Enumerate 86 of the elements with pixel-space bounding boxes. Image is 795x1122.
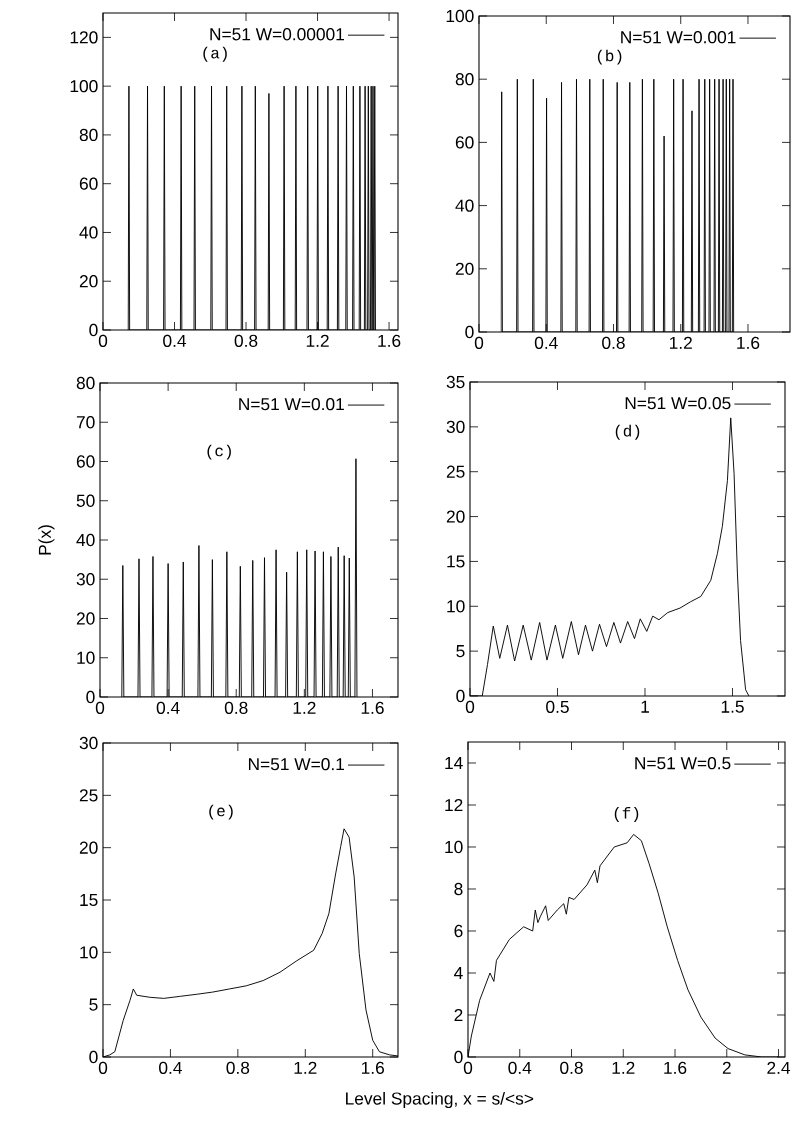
- legend-label: N=51 W=0.01: [239, 398, 344, 411]
- legend-label: N=51 W=0.5: [635, 757, 731, 770]
- legend-label: N=51 W=0.00001: [210, 28, 344, 41]
- x-tick-label: 1.2: [294, 1061, 317, 1074]
- y-tick-label: 10: [445, 840, 463, 854]
- y-tick-label: 50: [76, 494, 95, 507]
- x-tick-label: 1: [641, 700, 649, 713]
- y-tick-label: 5: [89, 998, 98, 1011]
- x-tick-label: 0: [98, 334, 108, 347]
- y-tick-label: 10: [80, 946, 98, 959]
- legend-label: N=51 W=0.001: [621, 31, 736, 44]
- y-tick-label: 0: [456, 689, 465, 703]
- x-axis-title: Level Spacing, x = s/<s>: [346, 1091, 534, 1109]
- x-tick-label: 1.2: [612, 1061, 635, 1074]
- y-tick-label: 30: [76, 573, 95, 586]
- y-tick-label: 2: [454, 1008, 463, 1022]
- y-tick-label: 120: [70, 31, 98, 44]
- x-tick-label: 0.4: [159, 1061, 182, 1074]
- y-tick-label: 60: [76, 455, 95, 468]
- x-tick-label: 0.8: [234, 334, 258, 347]
- x-tick-label: 0.4: [508, 1061, 532, 1074]
- x-tick-label: 0.4: [163, 334, 187, 347]
- y-tick-label: 80: [79, 128, 98, 142]
- y-tick-label: 12: [445, 798, 463, 812]
- y-tick-label: 0: [86, 690, 95, 704]
- y-tick-label: 100: [70, 80, 98, 93]
- y-axis-title: P(x): [38, 525, 55, 555]
- y-tick-label: 40: [455, 199, 474, 212]
- x-tick-label: 1.2: [293, 701, 316, 714]
- y-tick-label: 30: [446, 420, 465, 433]
- y-tick-label: 0: [454, 1050, 463, 1064]
- y-tick-label: 25: [79, 789, 98, 802]
- y-tick-label: 14: [445, 757, 463, 769]
- x-tick-label: 1.6: [361, 701, 384, 714]
- y-tick-label: 35: [446, 375, 465, 389]
- y-tick-label: 20: [76, 612, 95, 625]
- annotation: (c): [207, 444, 231, 460]
- x-tick-label: 1.6: [737, 336, 760, 349]
- y-tick-label: 0: [89, 323, 98, 337]
- y-tick-label: 20: [79, 841, 98, 854]
- x-tick-label: 0: [98, 1061, 108, 1074]
- y-tick-label: 40: [76, 533, 95, 547]
- annotation: (d): [615, 424, 640, 440]
- x-tick-label: 1.6: [361, 1061, 385, 1074]
- x-tick-label: 1.2: [306, 334, 329, 347]
- annotation: (a): [203, 46, 227, 62]
- x-tick-label: 0.8: [226, 1061, 250, 1074]
- y-tick-label: 4: [454, 967, 463, 979]
- x-tick-label: 0: [474, 336, 484, 349]
- x-tick-label: 2: [722, 1061, 731, 1074]
- annotation: (b): [597, 49, 622, 65]
- y-tick-label: 0: [89, 1050, 98, 1064]
- y-tick-label: 5: [456, 645, 465, 658]
- y-tick-label: 20: [446, 510, 465, 523]
- y-tick-label: 15: [447, 555, 465, 568]
- y-tick-label: 80: [455, 73, 474, 86]
- y-tick-label: 8: [454, 882, 463, 896]
- annotation: (f): [614, 807, 639, 822]
- y-tick-label: 6: [454, 924, 463, 938]
- y-tick-label: 60: [455, 136, 474, 149]
- y-tick-label: 100: [446, 9, 474, 23]
- y-tick-label: 40: [79, 226, 98, 239]
- y-tick-label: 20: [455, 262, 474, 275]
- x-tick-label: 0.8: [602, 336, 625, 349]
- x-tick-label: 1.2: [670, 336, 692, 349]
- legend-label: N=51 W=0.05: [625, 397, 731, 410]
- x-tick-label: 0.8: [224, 701, 248, 714]
- x-tick-label: 0.4: [156, 701, 180, 714]
- annotation: (e): [209, 804, 233, 820]
- x-tick-label: 0.4: [534, 336, 558, 349]
- y-tick-label: 20: [79, 275, 98, 288]
- legend-label: N=51 W=0.1: [248, 758, 344, 771]
- x-tick-label: 0.8: [560, 1061, 583, 1074]
- x-tick-label: 1.6: [378, 334, 401, 347]
- y-tick-label: 80: [76, 376, 95, 390]
- y-tick-label: 70: [76, 416, 95, 429]
- y-tick-label: 15: [80, 893, 98, 907]
- x-tick-label: 1.5: [721, 700, 744, 713]
- y-tick-label: 10: [77, 651, 95, 664]
- x-tick-label: 1.6: [664, 1061, 687, 1074]
- x-tick-label: 0.5: [546, 700, 569, 713]
- y-tick-label: 10: [447, 600, 465, 613]
- y-tick-label: 60: [79, 177, 98, 190]
- x-tick-label: 2.4: [767, 1061, 791, 1074]
- y-tick-label: 30: [79, 736, 98, 750]
- y-tick-label: 25: [446, 465, 465, 478]
